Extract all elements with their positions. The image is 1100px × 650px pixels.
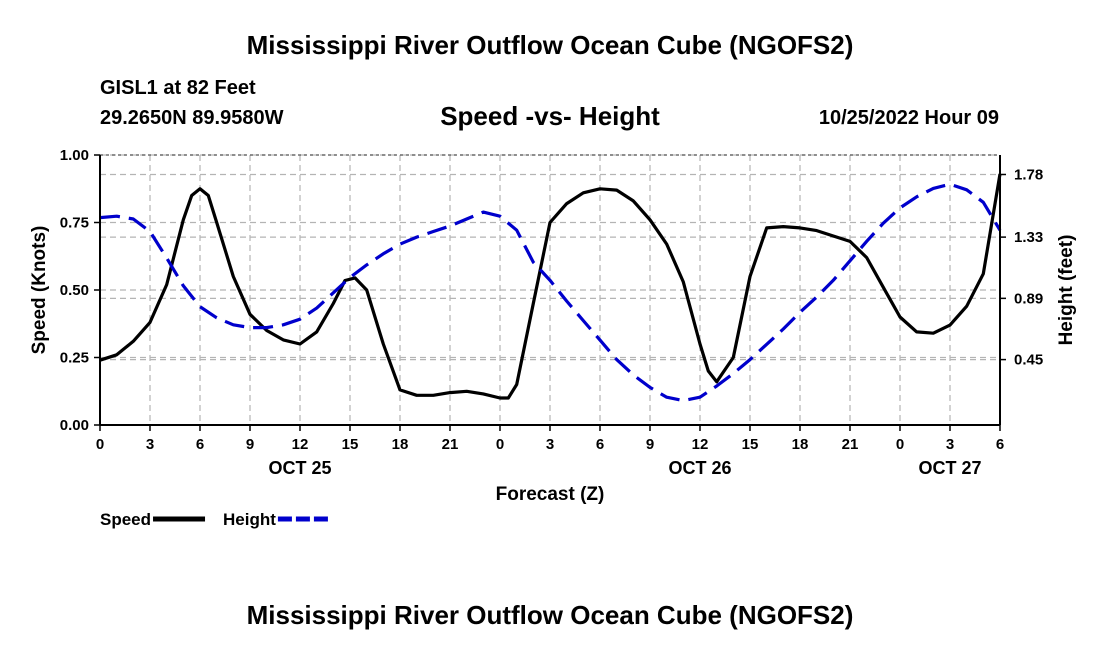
x-tick-label: 6	[196, 436, 204, 453]
x-tick-label: 6	[996, 436, 1004, 453]
x-axis-label: Forecast (Z)	[496, 484, 605, 505]
chart-subtitle: Speed -vs- Height	[440, 101, 660, 131]
x-tick-label: 21	[442, 436, 459, 453]
x-tick-label: 9	[646, 436, 654, 453]
series-layer	[99, 173, 1002, 403]
y2-axis-label: Height (feet)	[1056, 235, 1077, 346]
x-tick-label: 3	[546, 436, 554, 453]
x-tick-label: 21	[842, 436, 859, 453]
x-tick-label: 6	[596, 436, 604, 453]
x-tick-label: 12	[292, 436, 309, 453]
main-title: Mississippi River Outflow Ocean Cube (NG…	[246, 30, 854, 60]
height-series-line	[99, 182, 1002, 403]
y-axis-label: Speed (Knots)	[29, 226, 50, 355]
y-tick-label: 0.00	[60, 417, 89, 434]
bottom-title: Mississippi River Outflow Ocean Cube (NG…	[246, 600, 854, 630]
x-tick-label: 3	[946, 436, 954, 453]
speed-series-line	[99, 173, 1002, 400]
y2-tick-label: 0.89	[1014, 290, 1043, 307]
axis-layer: 0 3 6 9 12 15 18 21 0 3 6 9 12 15 18 21 0 3 6 OCT 25 OCT 26 O…	[29, 147, 1077, 505]
y2-tick-label: 1.78	[1014, 166, 1043, 183]
date-label: OCT 25	[268, 458, 331, 478]
grid-layer	[100, 154, 1000, 425]
date-label: OCT 26	[668, 458, 731, 478]
y2-tick-label: 0.45	[1014, 352, 1043, 369]
y2-tick-label: 1.33	[1014, 229, 1043, 246]
forecast-datetime: 10/25/2022 Hour 09	[818, 107, 999, 129]
station-coordinates: 29.2650N 89.9580W	[100, 107, 284, 129]
y-tick-label: 0.50	[60, 282, 89, 299]
x-tick-label: 18	[792, 436, 809, 453]
date-label: OCT 27	[918, 458, 981, 478]
y-tick-label: 0.25	[60, 350, 89, 367]
legend-label: Speed	[100, 510, 151, 529]
x-tick-label: 15	[342, 436, 359, 453]
legend-label: Height	[223, 510, 276, 529]
x-tick-label: 0	[496, 436, 504, 453]
x-tick-label: 15	[742, 436, 759, 453]
x-tick-label: 3	[146, 436, 154, 453]
x-tick-label: 12	[692, 436, 709, 453]
x-tick-label: 0	[96, 436, 104, 453]
x-tick-label: 0	[896, 436, 904, 453]
station-label: GISL1 at 82 Feet	[100, 77, 256, 99]
chart-legend: Speed Height	[100, 510, 330, 529]
y-tick-label: 1.00	[60, 147, 89, 164]
y-tick-label: 0.75	[60, 215, 89, 232]
x-tick-label: 18	[392, 436, 409, 453]
x-tick-label: 9	[246, 436, 254, 453]
